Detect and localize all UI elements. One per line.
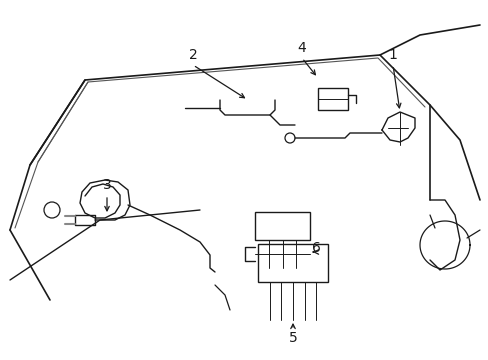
Text: 1: 1 bbox=[388, 48, 397, 62]
Text: 3: 3 bbox=[102, 178, 111, 192]
Text: 4: 4 bbox=[297, 41, 306, 55]
FancyBboxPatch shape bbox=[258, 244, 327, 282]
Text: 6: 6 bbox=[311, 241, 320, 255]
Text: 2: 2 bbox=[188, 48, 197, 62]
Text: 5: 5 bbox=[288, 331, 297, 345]
FancyBboxPatch shape bbox=[317, 88, 347, 110]
FancyBboxPatch shape bbox=[254, 212, 309, 240]
